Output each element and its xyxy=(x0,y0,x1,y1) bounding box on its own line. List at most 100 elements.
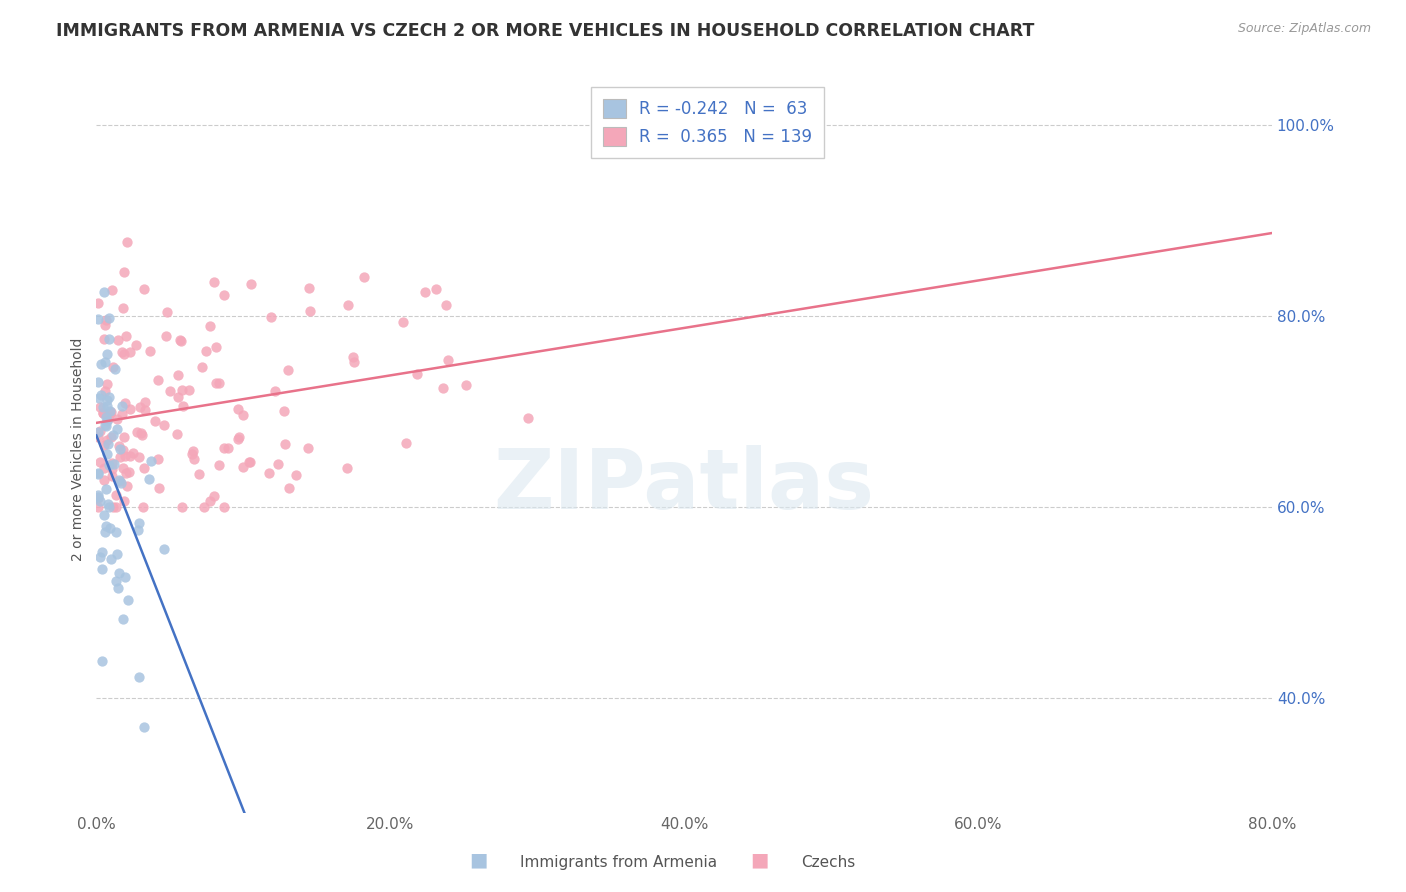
Point xyxy=(104,524,127,539)
Point xyxy=(202,275,225,289)
Point xyxy=(138,472,160,486)
Point xyxy=(103,457,125,471)
Point xyxy=(128,670,150,684)
Point xyxy=(118,449,141,463)
Point xyxy=(91,654,114,668)
Point xyxy=(90,388,112,402)
Point xyxy=(159,384,181,398)
Point xyxy=(107,581,129,595)
Point xyxy=(87,391,110,405)
Point xyxy=(105,547,128,561)
Point xyxy=(395,435,418,450)
Point xyxy=(202,489,225,503)
Point xyxy=(134,395,156,409)
Point xyxy=(134,460,156,475)
Point xyxy=(100,469,122,483)
Point xyxy=(111,399,134,413)
Point xyxy=(277,481,299,495)
Point xyxy=(240,277,263,291)
Point xyxy=(97,310,120,325)
Point xyxy=(87,467,110,481)
Point xyxy=(111,443,134,458)
Point xyxy=(208,458,231,472)
Point xyxy=(93,285,115,300)
Point xyxy=(125,425,148,439)
Point xyxy=(93,355,115,369)
Point xyxy=(89,424,111,438)
Point xyxy=(98,332,121,346)
Point xyxy=(232,408,254,422)
Point xyxy=(238,455,260,469)
Point xyxy=(91,401,114,415)
Point xyxy=(353,269,375,284)
Point xyxy=(105,412,128,426)
Point xyxy=(170,500,193,514)
Point xyxy=(97,436,120,450)
Point xyxy=(170,383,193,397)
Point xyxy=(195,344,218,359)
Point xyxy=(108,474,131,488)
Point xyxy=(273,404,295,418)
Point xyxy=(129,400,152,414)
Point xyxy=(148,373,170,387)
Text: Source: ZipAtlas.com: Source: ZipAtlas.com xyxy=(1237,22,1371,36)
Point xyxy=(172,399,194,413)
Point xyxy=(87,500,110,514)
Point xyxy=(97,458,120,472)
Point xyxy=(114,570,136,584)
Point xyxy=(183,452,205,467)
Text: ■: ■ xyxy=(749,851,769,870)
Point xyxy=(239,454,262,468)
Point xyxy=(100,430,122,444)
Point xyxy=(110,476,132,491)
Point xyxy=(98,390,121,404)
Point xyxy=(111,407,134,421)
Point xyxy=(214,500,236,514)
Point xyxy=(96,393,118,408)
Point xyxy=(134,282,156,296)
Point xyxy=(105,488,128,502)
Point xyxy=(437,353,460,368)
Point xyxy=(108,473,131,487)
Point xyxy=(434,298,457,312)
Point xyxy=(260,310,283,325)
Point xyxy=(94,410,117,425)
Point xyxy=(456,377,478,392)
Point xyxy=(105,422,128,436)
Point xyxy=(152,417,174,432)
Point xyxy=(128,516,150,530)
Point xyxy=(97,412,120,426)
Point xyxy=(100,552,122,566)
Point xyxy=(94,482,117,496)
Point xyxy=(205,376,228,390)
Point xyxy=(90,545,112,559)
Point xyxy=(111,345,134,359)
Point xyxy=(391,315,413,329)
Point xyxy=(105,574,128,588)
Y-axis label: 2 or more Vehicles in Household: 2 or more Vehicles in Household xyxy=(72,338,86,561)
Point xyxy=(217,441,239,455)
Point xyxy=(97,409,120,424)
Point xyxy=(343,355,366,369)
Point xyxy=(107,566,129,580)
Point xyxy=(297,441,319,455)
Point xyxy=(87,430,110,444)
Point xyxy=(107,333,129,347)
Point xyxy=(101,427,124,442)
Point xyxy=(212,288,235,302)
Point xyxy=(96,347,118,361)
Point xyxy=(285,468,308,483)
Point xyxy=(148,481,170,495)
Point xyxy=(94,312,117,326)
Text: IMMIGRANTS FROM ARMENIA VS CZECH 2 OR MORE VEHICLES IN HOUSEHOLD CORRELATION CHA: IMMIGRANTS FROM ARMENIA VS CZECH 2 OR MO… xyxy=(56,22,1035,40)
Point xyxy=(120,344,142,359)
Point xyxy=(107,439,129,453)
Point xyxy=(101,284,124,298)
Point xyxy=(98,521,121,535)
Point xyxy=(100,404,122,418)
Point xyxy=(108,450,131,464)
Point xyxy=(152,542,174,557)
Point xyxy=(118,401,141,416)
Point xyxy=(257,466,280,480)
Point xyxy=(405,368,427,382)
